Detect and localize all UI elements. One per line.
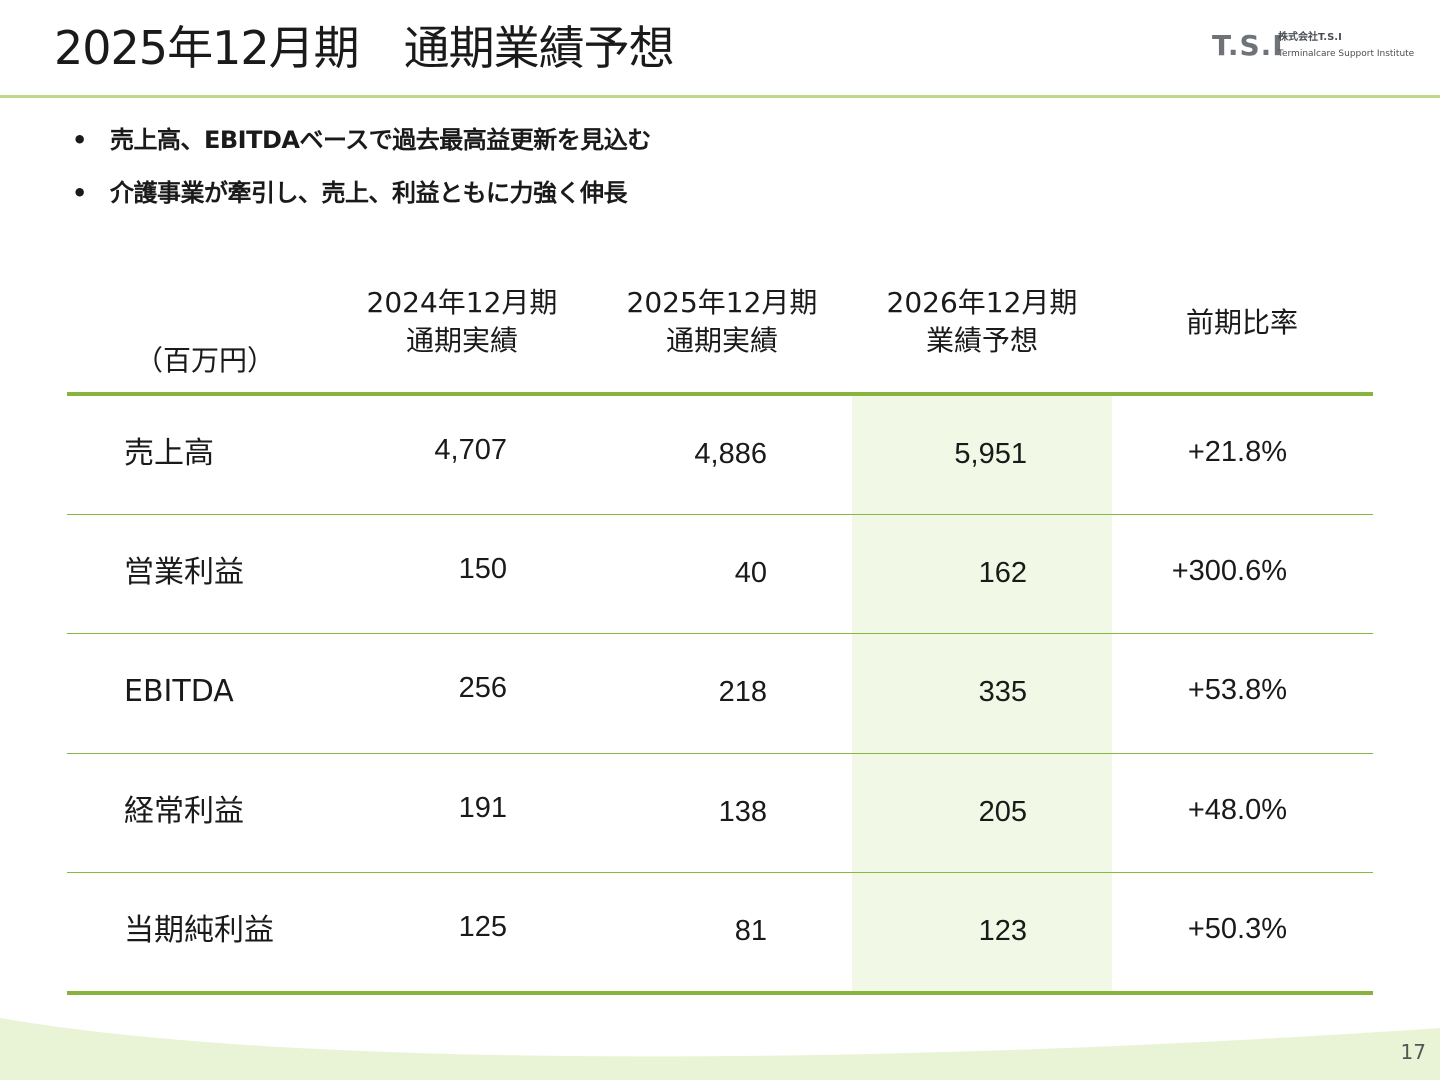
column-header-line: 2026年12月期 [886, 286, 1078, 319]
cell-fy2024: 4,707 [434, 434, 507, 466]
table-row: 経常利益 191 138 205 +48.0% [67, 754, 1373, 873]
column-header-yoy: 前期比率 [1122, 304, 1362, 342]
forecast-table: （百万円） 2024年12月期 通期実績 2025年12月期 通期実績 2026… [67, 270, 1373, 995]
cell-fy2026: 335 [978, 676, 1027, 708]
page-title: 2025年12月期 通期業績予想 [54, 21, 675, 75]
logo-mark: T.S.I [1212, 29, 1284, 62]
table-bottom-rule [67, 991, 1373, 995]
row-label: EBITDA [124, 674, 234, 709]
column-header-line: 2024年12月期 [366, 286, 558, 319]
cell-yoy: +50.3% [1187, 913, 1287, 945]
table-row: 当期純利益 125 81 123 +50.3% [67, 873, 1373, 992]
unit-label: （百万円） [135, 344, 276, 377]
cell-fy2025: 40 [734, 557, 767, 589]
logo-company-jp: 株式会社T.S.I [1278, 32, 1342, 43]
cell-fy2026: 162 [978, 557, 1027, 589]
cell-yoy: +53.8% [1187, 674, 1287, 706]
cell-fy2025: 81 [734, 915, 767, 947]
row-label: 当期純利益 [124, 913, 274, 948]
table-row: 営業利益 150 40 162 +300.6% [67, 515, 1373, 634]
cell-fy2025: 4,886 [694, 438, 767, 470]
row-label: 営業利益 [124, 555, 244, 590]
cell-yoy: +21.8% [1187, 436, 1287, 468]
header-divider [0, 95, 1440, 98]
cell-fy2025: 218 [718, 676, 767, 708]
cell-fy2024: 125 [458, 911, 507, 943]
company-logo: T.S.I 株式会社T.S.I Terminalcare Support Ins… [1212, 29, 1415, 64]
column-header-line: 業績予想 [925, 324, 1038, 357]
row-divider [67, 872, 1373, 873]
cell-fy2024: 191 [458, 792, 507, 824]
summary-bullets: 売上高、EBITDAベースで過去最高益更新を見込む 介護事業が牽引し、売上、利益… [72, 124, 651, 230]
table-row: EBITDA 256 218 335 +53.8% [67, 634, 1373, 753]
row-divider [67, 753, 1373, 754]
cell-yoy: +300.6% [1171, 555, 1287, 587]
cell-fy2026: 123 [978, 915, 1027, 947]
column-header-line: 前期比率 [1185, 306, 1298, 339]
column-header-line: 2025年12月期 [626, 286, 818, 319]
cell-fy2025: 138 [718, 796, 767, 828]
table-row: 売上高 4,707 4,886 5,951 +21.8% [67, 396, 1373, 515]
row-label: 売上高 [124, 436, 214, 471]
column-header-line: 通期実績 [405, 324, 518, 357]
footer-wave [0, 1018, 1440, 1080]
column-header-fy2024: 2024年12月期 通期実績 [342, 284, 582, 360]
page-number: 17 [1400, 1040, 1426, 1064]
cell-fy2024: 256 [458, 672, 507, 704]
bullet-item: 介護事業が牽引し、売上、利益ともに力強く伸長 [72, 177, 651, 209]
row-divider [67, 514, 1373, 515]
forecast-column-highlight [852, 395, 1112, 992]
cell-fy2026: 205 [978, 796, 1027, 828]
cell-yoy: +48.0% [1187, 794, 1287, 826]
column-header-fy2026: 2026年12月期 業績予想 [862, 284, 1102, 360]
column-header-line: 通期実績 [665, 324, 778, 357]
logo-company-en: Terminalcare Support Institute [1278, 49, 1415, 59]
column-header-fy2025: 2025年12月期 通期実績 [602, 284, 842, 360]
cell-fy2026: 5,951 [954, 438, 1027, 470]
cell-fy2024: 150 [458, 553, 507, 585]
bullet-item: 売上高、EBITDAベースで過去最高益更新を見込む [72, 124, 651, 156]
row-divider [67, 633, 1373, 634]
table-header-rule [67, 392, 1373, 396]
row-label: 経常利益 [124, 794, 244, 829]
